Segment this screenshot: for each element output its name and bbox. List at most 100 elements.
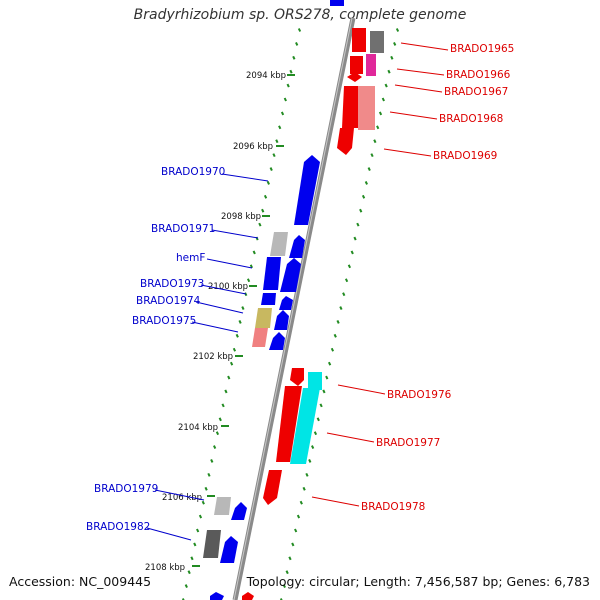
forward-track-tick [190,556,194,561]
forward-track-tick [263,194,268,199]
reverse-track-tick [294,528,298,533]
gene-block-brado1966[interactable] [350,56,363,74]
gene-label-brado1979[interactable]: BRADO1979 [94,483,158,495]
reverse-track-tick [387,69,391,74]
leader-brado1978 [311,496,360,507]
forward-track-tick [266,181,270,185]
gene-block-brado1977[interactable] [276,386,302,462]
gene-block-brado1975-salmon[interactable] [252,328,268,347]
gene-block-brado1971-grey[interactable] [270,232,288,256]
reverse-track-tick [311,445,315,449]
forward-track-tick [221,403,225,408]
gene-block-brado1965[interactable] [352,28,366,52]
forward-strand-genes [203,0,344,600]
gene-block-brado1975[interactable] [269,332,285,350]
reverse-track-tick [285,570,289,575]
forward-labels: BRADO1970 BRADO1971 hemF BRADO1973 BRADO… [86,166,269,541]
gene-label-brado1969[interactable]: BRADO1969 [433,150,497,162]
gene-label-brado1982[interactable]: BRADO1982 [86,521,150,533]
forward-track-tick [258,222,262,227]
reverse-labels: BRADO1965 BRADO1966 BRADO1967 BRADO1968 … [311,42,514,513]
reverse-track-tick [296,514,301,519]
forward-track-tick [193,542,197,547]
forward-track-tick [275,139,279,144]
gene-label-brado1970[interactable]: BRADO1970 [161,166,225,178]
leader-brado1971 [211,229,259,239]
forward-track-tick [269,167,273,171]
gene-label-brado1978[interactable]: BRADO1978 [361,501,425,513]
gene-label-brado1976[interactable]: BRADO1976 [387,389,452,401]
gene-label-brado1973[interactable]: BRADO1973 [140,278,204,290]
gene-block-brado1978[interactable] [263,470,282,505]
scale-label-2104: 2104 kbp [178,423,218,433]
forward-track-tick [184,584,188,589]
forward-track-tick [249,264,254,269]
gene-label-brado1977[interactable]: BRADO1977 [376,437,440,449]
gene-label-hemF[interactable]: hemF [176,252,205,264]
gene-block-brado1965-grey[interactable] [370,31,384,53]
reverse-track-tick [316,417,320,422]
forward-track-tick [181,598,185,600]
gene-block-brado1979[interactable] [231,502,247,520]
leader-brado1979 [154,489,205,501]
reverse-track-tick [282,584,286,589]
leader-brado1966 [396,68,445,76]
gene-block-bottom-red[interactable] [242,592,254,600]
genome-backbone [232,17,356,600]
gene-label-brado1966[interactable]: BRADO1966 [446,69,511,81]
gene-block-brado1968[interactable] [342,86,360,128]
gene-block-brado1971[interactable] [289,235,305,258]
gene-label-brado1974[interactable]: BRADO1974 [136,295,201,307]
gene-block-brado1966-pink[interactable] [366,54,376,76]
reverse-track-tick [353,236,357,241]
leader-brado1977 [326,432,375,443]
forward-track-tick [297,28,302,32]
reverse-track-tick [376,125,380,130]
reverse-track-tick [359,208,363,213]
gene-block-brado1976[interactable] [290,368,304,386]
reverse-track-tick [342,292,346,297]
scale-label-2096: 2096 kbp [233,142,273,152]
gene-label-brado1971[interactable]: BRADO1971 [151,223,215,235]
gene-block-brado1969[interactable] [337,128,354,155]
gene-block-brado1982-grey[interactable] [203,530,221,558]
gene-block-brado1973[interactable] [261,293,276,305]
gene-block-top-blue[interactable] [330,0,344,6]
scale: 2094 kbp 2096 kbp 2098 kbp 2100 kbp 2102… [145,71,295,573]
reverse-track-tick [395,28,400,32]
gene-block-brado1974-olive[interactable] [255,308,272,328]
reverse-track-tick [384,83,388,88]
gene-block-hemF-2[interactable] [280,258,301,292]
reverse-track-tick [378,111,383,116]
reverse-track-tick [322,389,326,394]
reverse-track-tick [299,500,303,505]
gene-block-brado1976-cyan[interactable] [308,372,322,390]
gene-block-brado1974[interactable] [274,310,289,330]
genome-title: Bradyrhizobium sp. ORS278, complete geno… [133,7,467,23]
reverse-track-tick [305,472,309,477]
gene-block-brado1970[interactable] [294,155,320,225]
gene-label-brado1967[interactable]: BRADO1967 [444,86,508,98]
gene-block-brado1979-grey[interactable] [214,497,231,515]
gene-block-hemF[interactable] [263,257,281,290]
gene-block-bottom-blue[interactable] [210,592,224,600]
gene-block-brado1977-cyan[interactable] [290,388,320,464]
gene-label-brado1968[interactable]: BRADO1968 [439,113,503,125]
reverse-track-ticks [279,28,400,600]
forward-track-tick [252,250,256,255]
gene-block-brado1982[interactable] [220,536,238,563]
gene-block-brado1968-pink[interactable] [358,86,375,130]
reverse-track-tick [347,264,352,269]
gene-block-brado1973-2[interactable] [279,296,293,310]
leader-brado1975 [191,321,239,333]
gene-label-brado1975[interactable]: BRADO1975 [132,315,196,327]
leader-brado1982 [146,527,192,541]
gene-block-brado1967[interactable] [347,72,362,82]
reverse-track-tick [344,278,349,283]
reverse-track-tick [291,542,295,547]
forward-track-tick [295,41,299,46]
forward-track-tick [218,417,222,422]
gene-label-brado1965[interactable]: BRADO1965 [450,43,514,55]
forward-track-tick [207,472,211,477]
